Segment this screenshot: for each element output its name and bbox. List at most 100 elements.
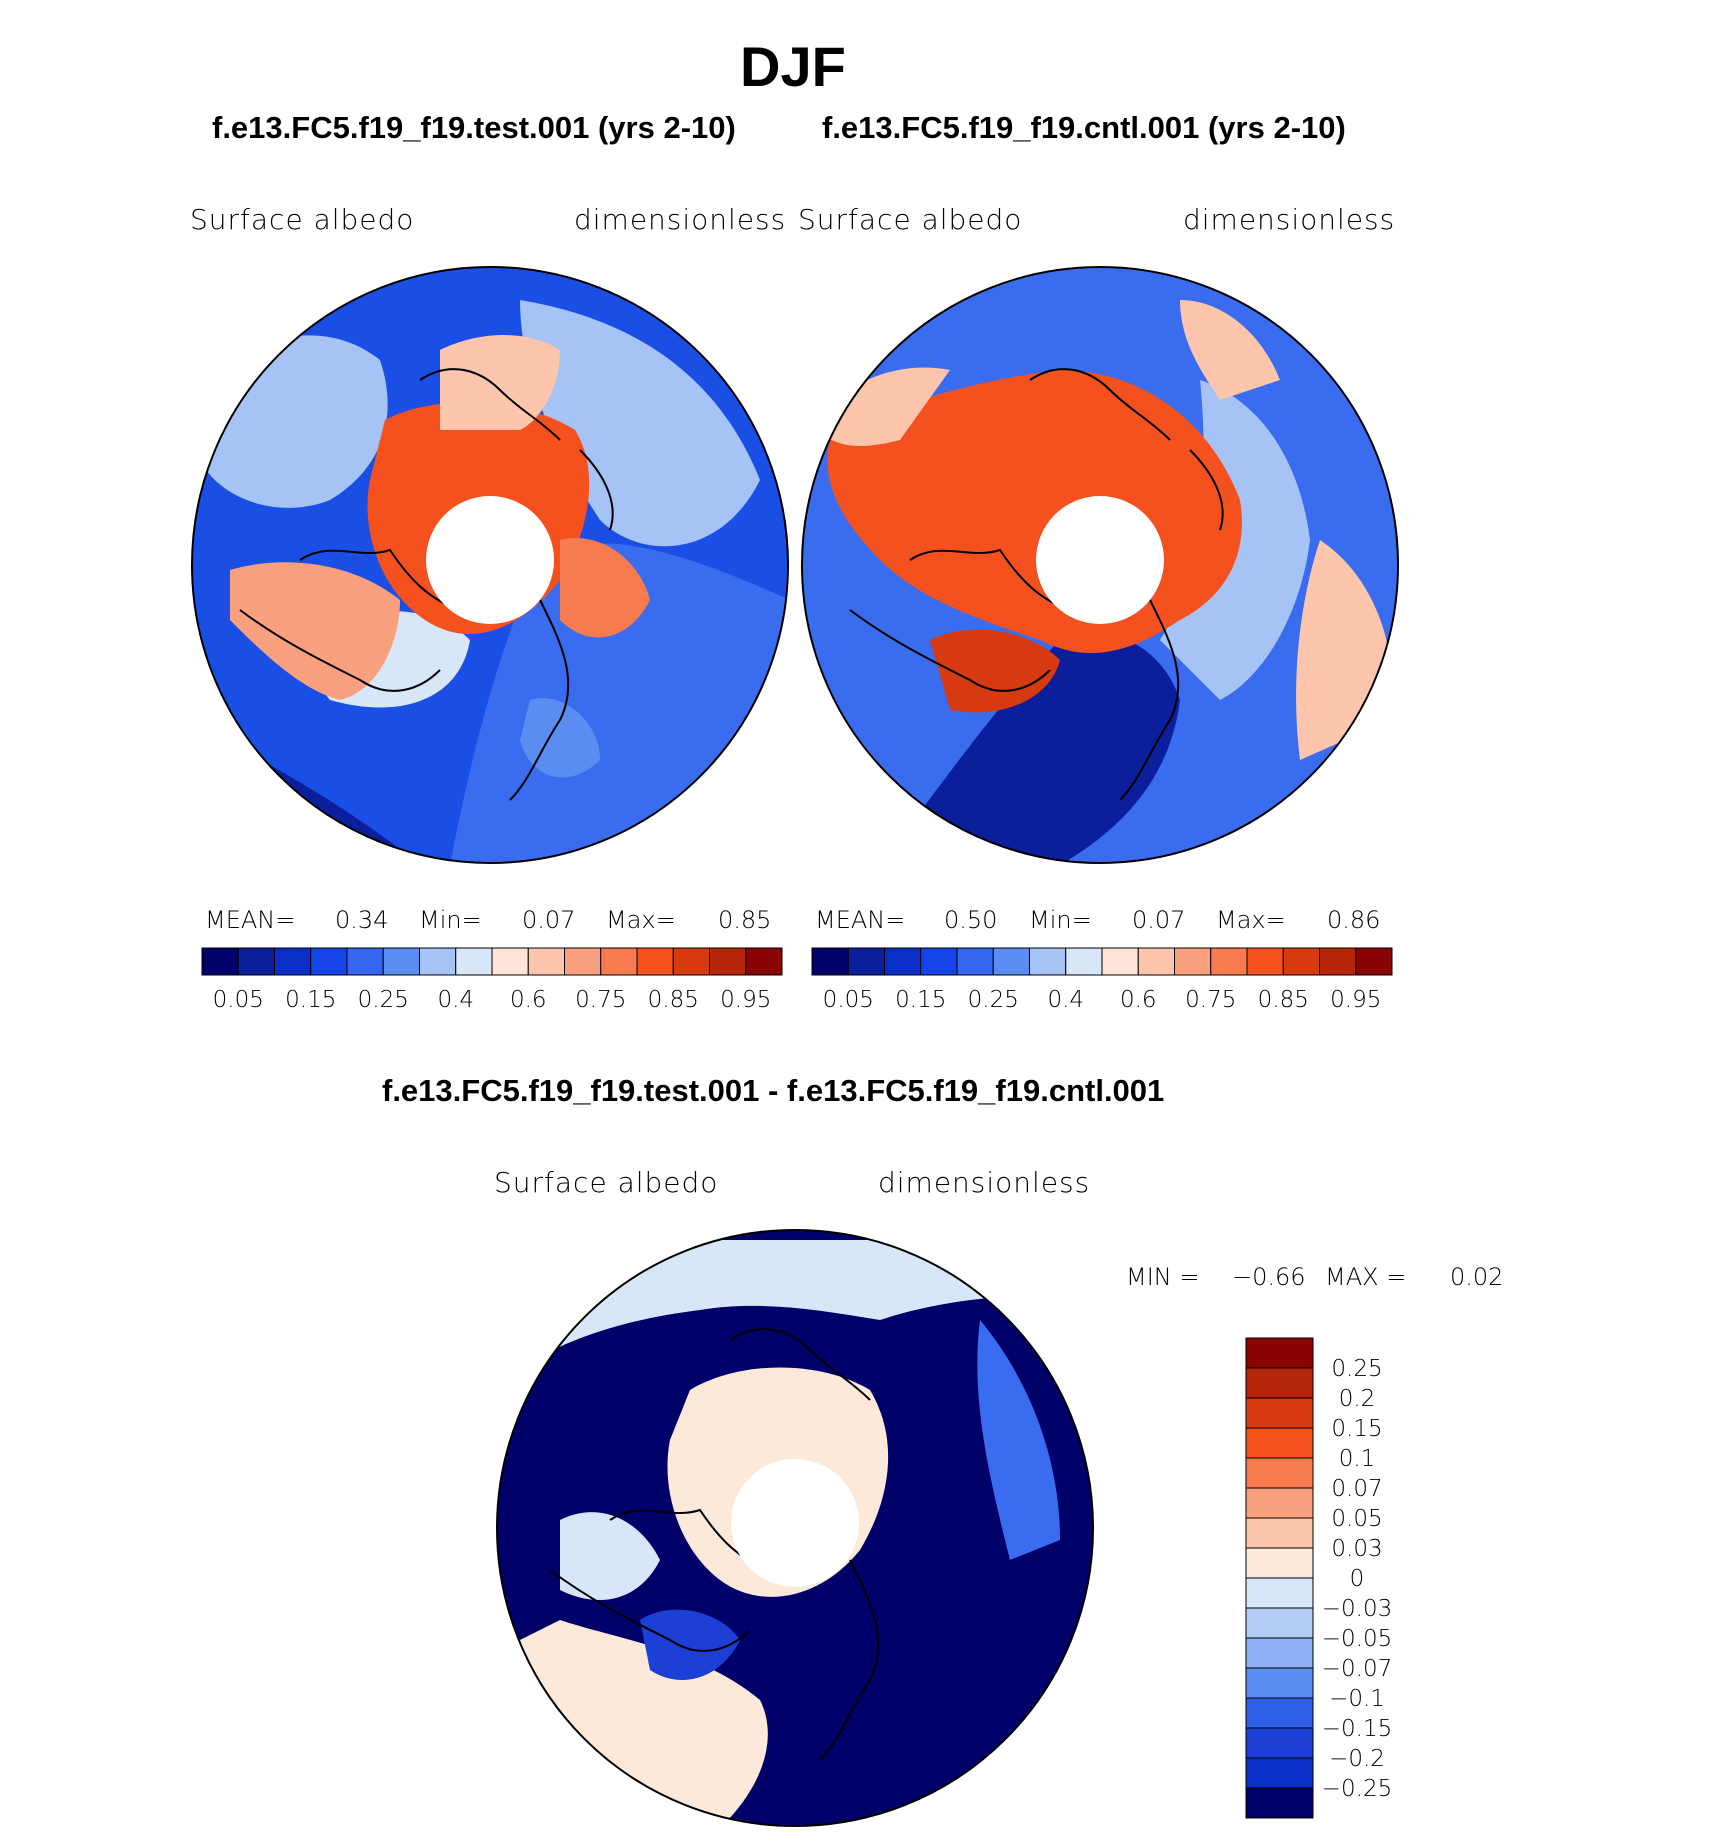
colorbar-box <box>1101 947 1139 976</box>
colorbar-diff: 0.25 0.2 0.15 0.1 0.07 0.05 0.03 0 −0.03 −0.05 −0.… <box>1245 1337 1392 1819</box>
colorbar-box <box>1137 947 1175 976</box>
map-test-border <box>191 266 789 864</box>
colorbar-test: 0.05 0.15 0.25 0.4 0.6 0.75 0.85 0.95 <box>201 947 783 1013</box>
colorbar-box <box>1245 1757 1314 1789</box>
map-diff-border <box>496 1229 1094 1827</box>
panel-1-mean-label: MEAN= <box>205 906 296 934</box>
colorbar-tick-label: 0.85 <box>648 987 699 1013</box>
colorbar-box <box>564 947 602 976</box>
colorbar-box <box>455 947 493 976</box>
colorbar-box <box>636 947 674 976</box>
panel-1-units-label: dimensionless <box>574 203 787 236</box>
panel-2-min-value: 0.07 <box>1132 906 1186 934</box>
colorbar-box <box>1245 1727 1314 1759</box>
colorbar-box <box>527 947 565 976</box>
diff-min-label: MIN = <box>1126 1263 1200 1291</box>
map-test-coastlines <box>239 368 614 801</box>
panel-2-min-label: Min= <box>1029 906 1092 934</box>
map-cntl-pole-hole <box>1036 496 1164 624</box>
colorbar-box <box>1246 947 1284 976</box>
colorbar-tick-label: −0.05 <box>1322 1626 1392 1652</box>
colorbar-box <box>1245 1577 1314 1609</box>
colorbar-tick-label: 0.05 <box>1331 1506 1382 1532</box>
colorbar-box <box>1245 1637 1314 1669</box>
colorbar-box <box>1245 1607 1314 1639</box>
colorbar-box <box>382 947 420 976</box>
colorbar-tick-label: −0.03 <box>1322 1596 1392 1622</box>
map-test-pole-hole <box>426 496 554 624</box>
diff-max-value: 0.02 <box>1450 1263 1504 1291</box>
panel-1-variable-label: Surface albedo <box>190 203 415 236</box>
colorbar-box <box>1245 1697 1314 1729</box>
diff-min-value: −0.66 <box>1232 1263 1306 1291</box>
panel-1-case-title: f.e13.FC5.f19_f19.test.001 (yrs 2-10) <box>212 110 736 145</box>
diff-max-label: MAX = <box>1325 1263 1407 1291</box>
diff-variable-label: Surface albedo <box>494 1166 719 1199</box>
colorbar-box <box>237 947 275 976</box>
colorbar-box <box>274 947 312 976</box>
colorbar-box <box>1029 947 1067 976</box>
colorbar-tick-label: 0.15 <box>1331 1416 1382 1442</box>
colorbar-tick-label: 0.25 <box>358 987 409 1013</box>
season-title: DJF <box>740 35 846 98</box>
map-diff-region-asia-blue <box>977 1320 1060 1560</box>
colorbar-tick-label: −0.2 <box>1329 1746 1385 1772</box>
colorbar-box <box>201 947 239 976</box>
panel-2-mean-label: MEAN= <box>815 906 906 934</box>
colorbar-tick-label: 0.07 <box>1331 1476 1382 1502</box>
map-cntl-region-greenland-ice <box>930 629 1060 713</box>
colorbar-tick-label: 0.85 <box>1258 987 1309 1013</box>
colorbar-box <box>672 947 710 976</box>
colorbar-box <box>1245 1367 1314 1399</box>
colorbar-box <box>992 947 1030 976</box>
colorbar-box <box>847 947 885 976</box>
colorbar-box <box>419 947 457 976</box>
colorbar-box <box>1245 1517 1314 1549</box>
panel-2-units-label: dimensionless <box>1183 203 1396 236</box>
colorbar-box <box>1245 1337 1314 1369</box>
colorbar-box <box>1245 1787 1314 1819</box>
colorbar-box <box>920 947 958 976</box>
map-test-region-canada-ice <box>230 562 400 700</box>
colorbar-box <box>1174 947 1212 976</box>
colorbar-box <box>1210 947 1248 976</box>
colorbar-box <box>491 947 529 976</box>
colorbar-box <box>1355 947 1393 976</box>
colorbar-tick-label: 0 <box>1350 1566 1365 1592</box>
panel-2-max-label: Max= <box>1216 906 1286 934</box>
colorbar-tick-label: 0.75 <box>1185 987 1236 1013</box>
colorbar-tick-label: 0.75 <box>575 987 626 1013</box>
colorbar-box <box>745 947 783 976</box>
colorbar-box <box>1245 1457 1314 1489</box>
map-diff-pole-hole <box>731 1459 859 1587</box>
map-diff-region-pacific-light <box>560 1512 660 1600</box>
colorbar-tick-label: 0.95 <box>720 987 771 1013</box>
map-test-region-europe <box>520 698 600 778</box>
colorbar-tick-label: −0.15 <box>1322 1716 1392 1742</box>
colorbar-box <box>1245 1427 1314 1459</box>
panel-1-min-value: 0.07 <box>522 906 576 934</box>
colorbar-tick-label: −0.25 <box>1322 1776 1392 1802</box>
colorbar-tick-label: 0.4 <box>437 987 474 1013</box>
colorbar-tick-label: 0.05 <box>213 987 264 1013</box>
map-test-region-eurasia-peach <box>440 335 560 430</box>
colorbar-box <box>709 947 747 976</box>
colorbar-tick-label: 0.25 <box>1331 1356 1382 1382</box>
colorbar-tick-label: 0.4 <box>1047 987 1084 1013</box>
diff-units-label: dimensionless <box>878 1166 1091 1199</box>
colorbar-cntl: 0.05 0.15 0.25 0.4 0.6 0.75 0.85 0.95 <box>811 947 1393 1013</box>
panel-1-max-value: 0.85 <box>718 906 772 934</box>
colorbar-box <box>346 947 384 976</box>
colorbar-tick-label: −0.1 <box>1329 1686 1385 1712</box>
colorbar-box <box>884 947 922 976</box>
map-diff-region-canada-blue <box>640 1609 740 1680</box>
colorbar-tick-label: 0.2 <box>1339 1386 1376 1412</box>
map-cntl-region-north-america-peach <box>810 367 950 446</box>
map-cntl-region-atlantic-dark <box>880 632 1180 863</box>
colorbar-box <box>811 947 849 976</box>
panel-2-case-title: f.e13.FC5.f19_f19.cntl.001 (yrs 2-10) <box>822 110 1346 145</box>
colorbar-tick-label: 0.05 <box>823 987 874 1013</box>
colorbar-tick-label: 0.95 <box>1330 987 1381 1013</box>
panel-1-mean-value: 0.34 <box>335 906 389 934</box>
